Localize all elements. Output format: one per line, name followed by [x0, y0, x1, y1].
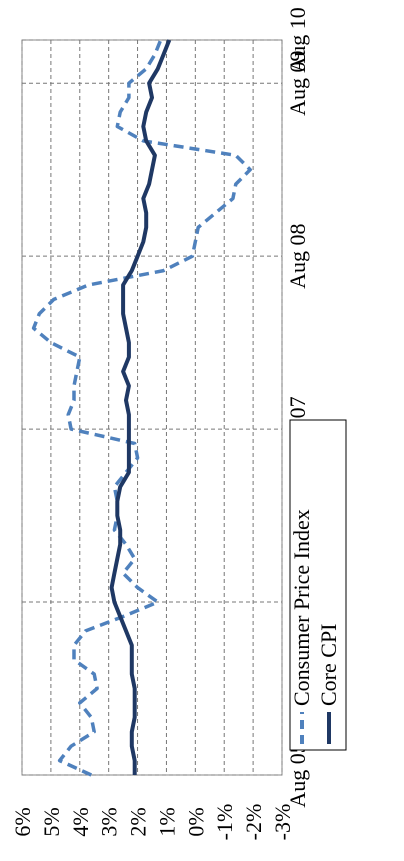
y-tick-label: 6%: [10, 807, 35, 836]
x-tick-label: Aug 10: [285, 7, 310, 72]
y-tick-label: 2%: [126, 807, 151, 836]
legend-label-core: Core CPI: [316, 624, 341, 707]
legend: Consumer Price Index Core CPI: [289, 419, 347, 751]
x-tick-label: Aug 08: [285, 223, 310, 288]
y-tick-label: 1%: [154, 807, 179, 836]
y-tick-label: 3%: [97, 807, 122, 836]
series-layer: [31, 39, 252, 777]
x-tick-label: Aug 05: [285, 742, 310, 807]
series-line-cpi: [31, 39, 252, 777]
y-tick-label: -2%: [241, 804, 266, 841]
legend-label-cpi: Consumer Price Index: [289, 509, 314, 706]
y-tick-label: 4%: [68, 807, 93, 836]
y-tick-label: -1%: [212, 804, 237, 841]
x-tick-label: Aug 09: [285, 51, 310, 116]
grid: [21, 39, 283, 776]
series-line-core-cpi: [109, 39, 172, 775]
legend-box: [289, 419, 347, 751]
y-tick-label: 5%: [39, 807, 64, 836]
y-tick-label: 0%: [183, 807, 208, 836]
y-tick-labels: 6% 5% 4% 3% 2% 1% 0% -1% -2% -3%: [10, 804, 295, 841]
y-tick-label: -3%: [270, 804, 295, 841]
